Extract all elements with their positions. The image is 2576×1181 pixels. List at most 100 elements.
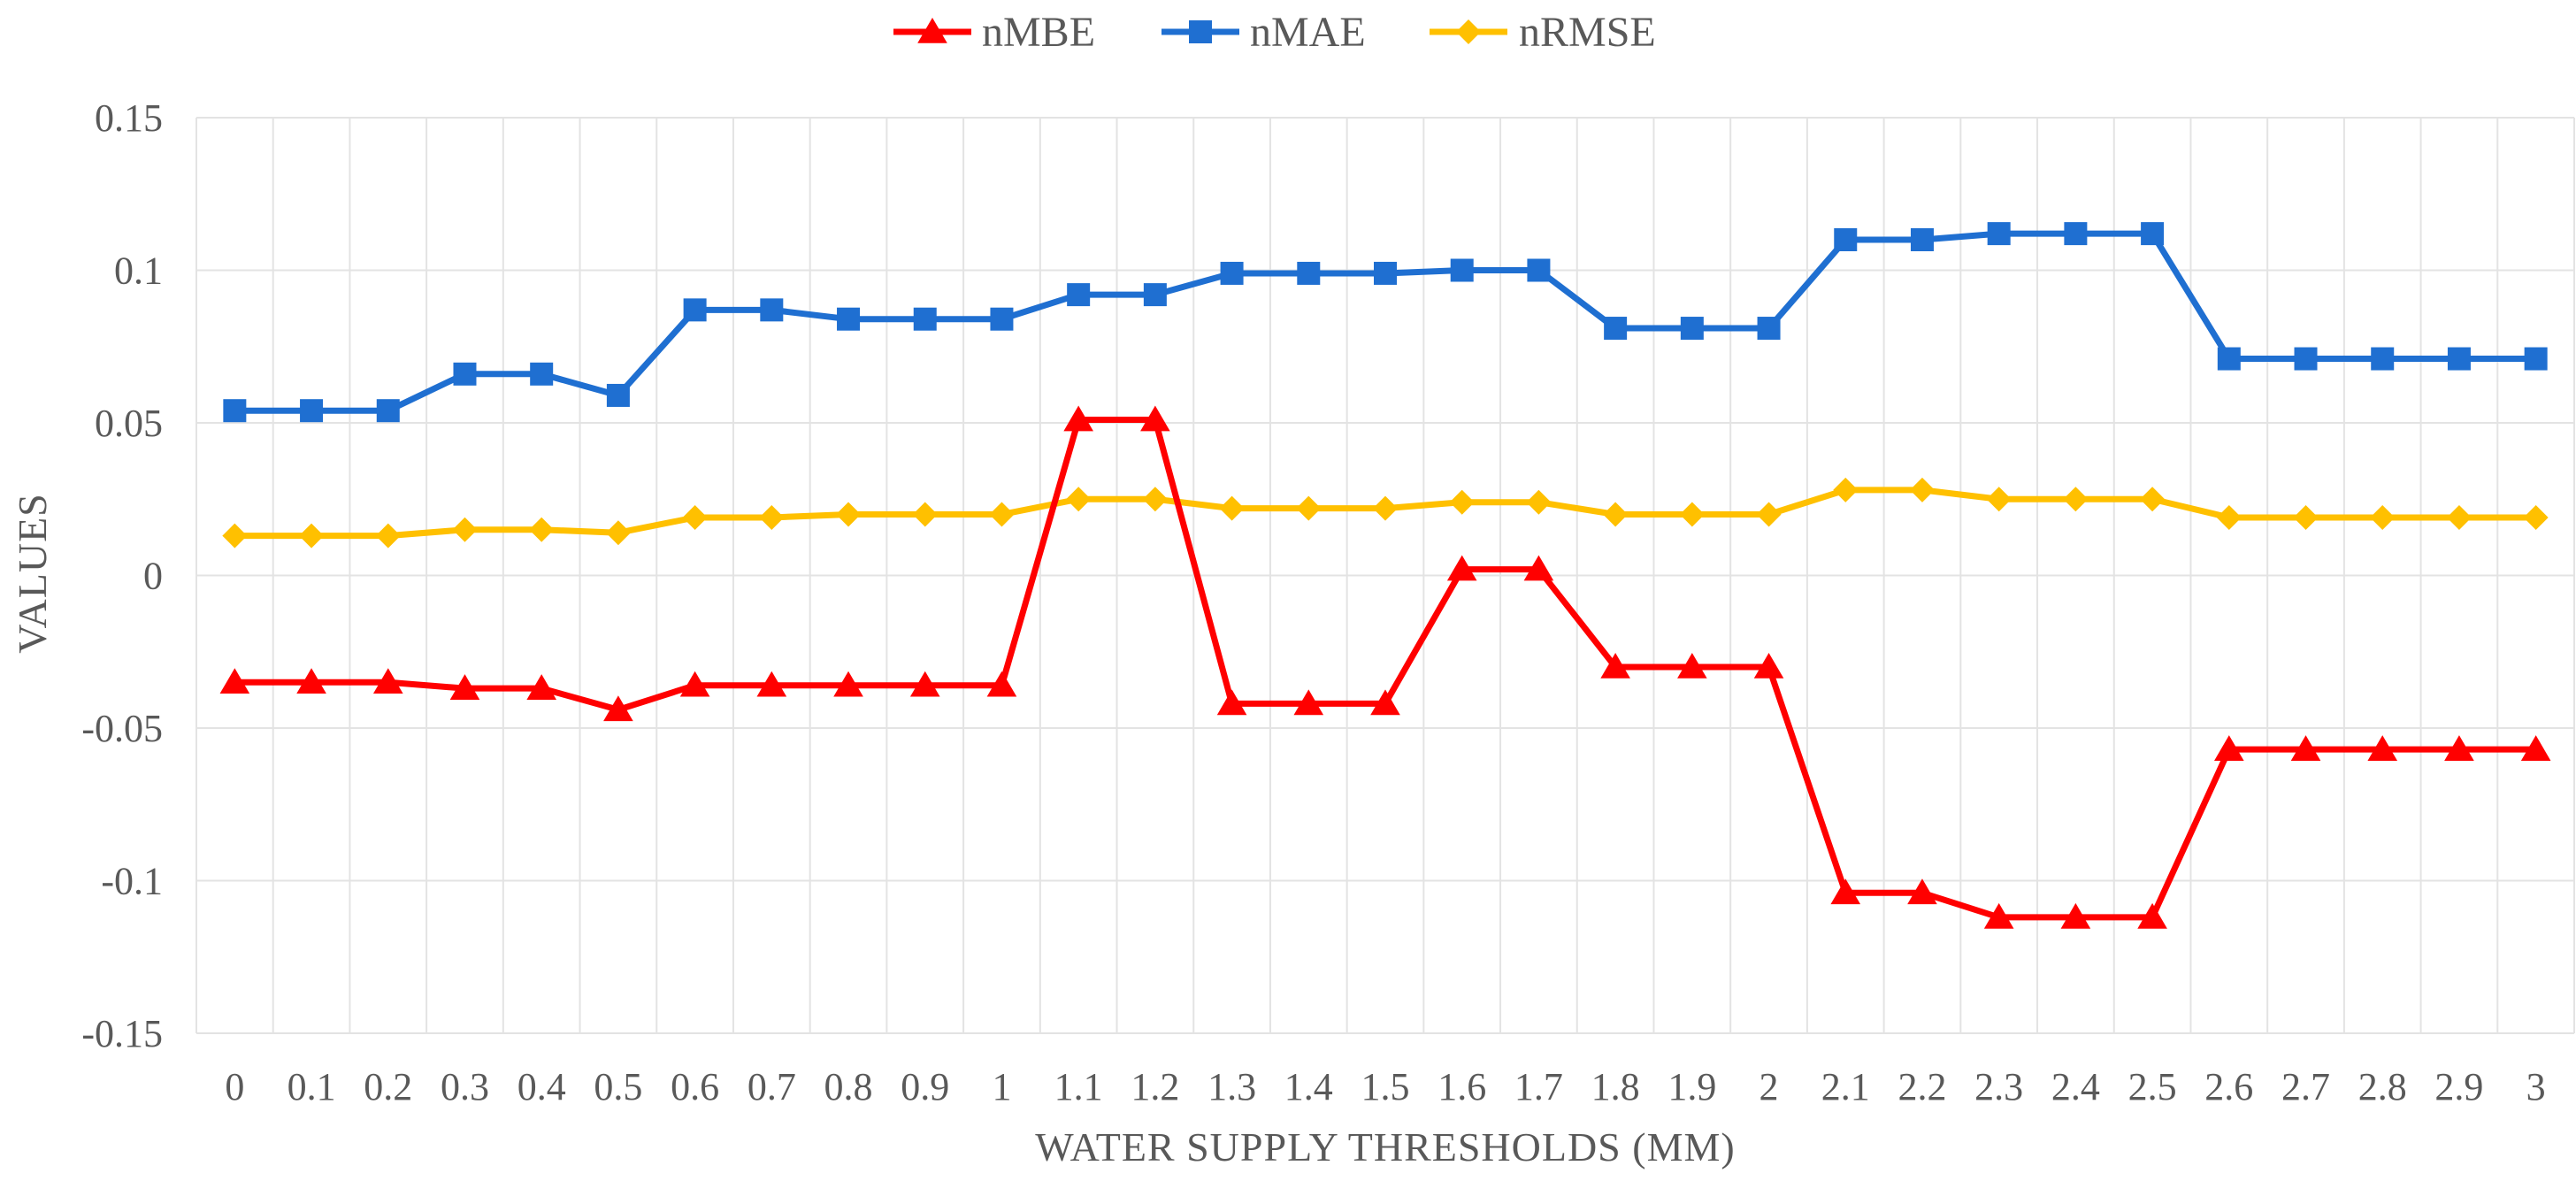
x-tick-label: 0.2 [364, 1065, 412, 1108]
x-axis-ticks: 0 0.1 0.2 0.3 0.4 0.5 0.6 0.7 0.8 0.9 1 1.1 1.2 1.3 1.… [225, 1065, 2545, 1108]
data-point-nrmse [2370, 504, 2396, 530]
x-axis-title: WATER SUPPLY THRESHOLDS (MM) [1035, 1124, 1735, 1169]
data-point-nmae [1450, 258, 1474, 282]
data-point-nrmse [2216, 504, 2242, 530]
x-tick-label: 0.9 [901, 1065, 949, 1108]
x-tick-label: 0 [225, 1065, 244, 1108]
data-point-nmae [2064, 222, 2088, 246]
data-point-nrmse [1833, 477, 1859, 502]
data-point-nmbe [1370, 689, 1400, 716]
data-point-nmbe [986, 671, 1017, 697]
data-point-nrmse [605, 520, 631, 546]
data-point-nmbe [1753, 653, 1784, 679]
data-point-nmae [2371, 347, 2395, 371]
data-point-nmbe [1293, 689, 1324, 716]
x-tick-label: 0.4 [518, 1065, 566, 1108]
data-point-nrmse [759, 504, 785, 530]
x-tick-label: 1.7 [1514, 1065, 1563, 1108]
data-point-nmbe [756, 671, 787, 697]
x-tick-label: 1.4 [1284, 1065, 1333, 1108]
data-point-nmae [760, 298, 784, 322]
y-axis-title: VALUES [10, 493, 55, 654]
x-tick-label: 2.2 [1898, 1065, 1946, 1108]
data-point-nmae [300, 399, 324, 423]
data-point-nmbe [526, 674, 556, 700]
x-tick-label: 0.7 [748, 1065, 796, 1108]
data-point-nrmse [1066, 487, 1092, 512]
x-tick-label: 2.4 [2051, 1065, 2100, 1108]
data-point-nmae [1374, 261, 1397, 285]
data-point-nrmse [2446, 504, 2472, 530]
legend-label: nMBE [982, 9, 1095, 56]
data-point-nmbe [1063, 405, 1093, 432]
data-point-nmae [837, 307, 861, 331]
legend-item-nmbe: nMBE [893, 9, 1095, 56]
legend-label: nRMSE [1519, 9, 1656, 56]
data-point-nmae [1987, 222, 2011, 246]
x-tick-label: 2.3 [1974, 1065, 2023, 1108]
x-tick-label: 3 [2526, 1065, 2546, 1108]
legend-marker [917, 18, 947, 43]
data-point-nmae [913, 307, 937, 331]
data-point-nmbe [833, 671, 863, 697]
data-point-nmae [2141, 222, 2165, 246]
data-point-nmbe [1830, 878, 1861, 905]
series-nrmse [222, 477, 2549, 548]
gridlines [196, 117, 2575, 1034]
x-tick-label: 1 [992, 1065, 1011, 1108]
data-point-nmae [223, 399, 247, 423]
data-point-nrmse [2140, 487, 2166, 512]
x-tick-label: 0.8 [824, 1065, 873, 1108]
x-tick-label: 2 [1760, 1065, 1779, 1108]
data-point-nrmse [1756, 502, 1782, 527]
data-point-nmae [1220, 261, 1244, 285]
data-point-nmbe [1140, 405, 1170, 432]
data-point-nmae [683, 298, 707, 322]
data-point-nrmse [1142, 487, 1168, 512]
data-point-nmbe [1600, 653, 1630, 679]
legend-label: nMAE [1250, 9, 1366, 56]
x-tick-label: 1.2 [1131, 1065, 1179, 1108]
x-tick-label: 2.7 [2281, 1065, 2330, 1108]
data-point-nmae [1604, 317, 1628, 341]
data-point-nrmse [452, 517, 478, 542]
data-point-nmae [2217, 347, 2241, 371]
series-group [219, 222, 2551, 929]
data-point-nrmse [1986, 487, 2012, 512]
data-point-nrmse [1449, 489, 1475, 515]
x-tick-label: 1.8 [1591, 1065, 1640, 1108]
x-tick-label: 1.9 [1668, 1065, 1716, 1108]
data-point-nmbe [2137, 902, 2167, 929]
data-point-nrmse [1219, 495, 1245, 521]
data-point-nmae [1067, 283, 1091, 307]
x-tick-label: 1.5 [1361, 1065, 1410, 1108]
data-point-nmae [1834, 228, 1858, 251]
legend-marker [1189, 20, 1212, 43]
x-tick-label: 1.1 [1054, 1065, 1103, 1108]
data-point-nmbe [449, 674, 480, 700]
data-point-nrmse [299, 523, 325, 548]
x-tick-label: 2.5 [2128, 1065, 2177, 1108]
y-tick-label: 0.05 [95, 402, 163, 445]
data-point-nrmse [989, 502, 1015, 527]
series-nmae [223, 222, 2548, 423]
x-tick-label: 0.3 [441, 1065, 489, 1108]
data-point-nmae [530, 362, 554, 386]
data-point-nrmse [222, 523, 248, 548]
data-point-nmbe [2290, 735, 2321, 761]
x-tick-label: 2.8 [2358, 1065, 2407, 1108]
data-point-nmbe [2214, 735, 2244, 761]
data-point-nmbe [296, 668, 326, 694]
legend: nMBE nMAE nRMSE [893, 9, 1656, 56]
data-point-nmae [1757, 317, 1781, 341]
data-point-nrmse [1296, 495, 1322, 521]
x-tick-label: 0.1 [288, 1065, 336, 1108]
data-point-nrmse [1603, 502, 1629, 527]
series-nmbe [219, 405, 2551, 929]
data-point-nrmse [1526, 489, 1552, 515]
data-point-nmbe [1216, 689, 1247, 716]
data-point-nrmse [2063, 487, 2089, 512]
data-point-nrmse [912, 502, 938, 527]
data-point-nrmse [836, 502, 862, 527]
